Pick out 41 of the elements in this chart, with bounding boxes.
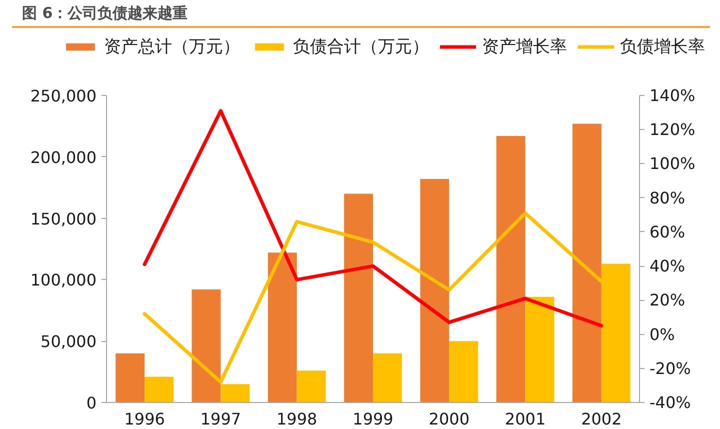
- y2-tick-label: 140%: [650, 86, 696, 105]
- y2-tick-label: 40%: [650, 256, 686, 276]
- bar: [192, 290, 221, 402]
- bar: [496, 136, 526, 402]
- bar: [144, 376, 174, 402]
- x-tick-label: 1998: [276, 410, 318, 428]
- y2-tick-label: 0%: [650, 324, 675, 344]
- bar: [268, 252, 297, 402]
- legend-label: 负债合计（万元）: [293, 36, 429, 58]
- y2-tick-label: 80%: [650, 188, 686, 208]
- bar: [344, 194, 373, 402]
- y2-tick-label: -40%: [650, 393, 691, 412]
- y2-tick-label: 120%: [650, 120, 696, 140]
- x-tick-label: 1997: [200, 410, 242, 428]
- y2-tick-label: 20%: [650, 290, 686, 310]
- bar: [373, 353, 402, 402]
- bar: [572, 124, 602, 402]
- y-tick-label: 200,000: [30, 148, 97, 167]
- y-tick-label: 250,000: [30, 86, 97, 106]
- x-tick-label: 2000: [428, 410, 470, 428]
- bar: [525, 296, 554, 402]
- y2-tick-label: 60%: [650, 222, 686, 242]
- bar: [420, 179, 450, 402]
- line-series: [142, 109, 604, 328]
- y-tick-label: 0: [86, 394, 97, 412]
- x-tick-label: 2001: [504, 410, 546, 428]
- y2-tick-label: -20%: [650, 358, 691, 378]
- chart-title: 图 6：公司负债越来越重: [22, 3, 188, 24]
- x-tick-label: 2002: [581, 410, 622, 428]
- x-tick-label: 1999: [352, 410, 394, 428]
- x-tick-label: 1996: [124, 410, 165, 428]
- y-tick-label: 50,000: [40, 332, 96, 352]
- y-tick-label: 100,000: [30, 270, 97, 290]
- y-tick-label: 150,000: [30, 209, 97, 228]
- bar: [296, 370, 326, 402]
- y2-tick-label: 100%: [650, 154, 696, 174]
- legend-label: 负债增长率: [620, 36, 705, 58]
- legend-label: 资产总计（万元）: [104, 36, 240, 58]
- bar: [449, 341, 478, 402]
- legend-label: 资产增长率: [482, 36, 567, 58]
- bar: [116, 353, 145, 402]
